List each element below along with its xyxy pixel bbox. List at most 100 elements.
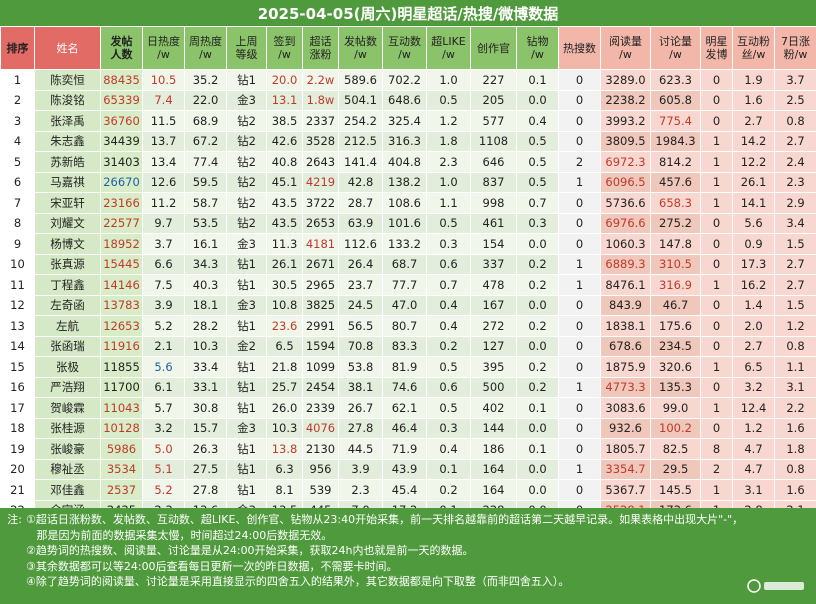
table-cell: 10.3	[184, 335, 227, 357]
table-cell: 14.1	[732, 192, 775, 214]
table-cell: 8476.1	[600, 274, 651, 296]
name-cell: 宋亚轩	[34, 192, 101, 214]
table-row: 16 严浩翔 11700 6.1 33.1 钻1 25.7 2454 38.1 74.6 0.6 50…	[0, 376, 816, 398]
table-cell: 26670	[100, 171, 143, 193]
table-cell: 5.7	[142, 397, 185, 419]
table-row: 3 张泽禹 36760 11.5 68.9 钻2 38.5 2337 254.2 325.4 1.2…	[0, 110, 816, 132]
table-cell: 0	[700, 294, 733, 316]
table-cell: 53.5	[184, 212, 227, 234]
table-cell: 钻2	[226, 130, 267, 152]
footnote-label	[0, 559, 26, 575]
table-cell: 539	[302, 479, 339, 501]
table-cell: 6.5	[732, 356, 775, 378]
table-cell: 67.2	[184, 130, 227, 152]
table-cell: 金3	[226, 89, 267, 111]
table-cell: 1838.1	[600, 315, 651, 337]
table-row: 1 陈奕恒 88435 10.5 35.2 钻1 20.0 2.2w 589.6 702.2 1.0…	[0, 69, 816, 91]
table-cell: 0.6	[426, 376, 471, 398]
table-cell: 金3	[226, 417, 267, 439]
table-cell: 1.4	[732, 294, 775, 316]
table-cell: 65339	[100, 89, 143, 111]
table-cell: 钻2	[226, 212, 267, 234]
table-cell: 1.6	[732, 89, 775, 111]
table-cell: 10.3	[266, 417, 303, 439]
table-cell: 3	[0, 110, 35, 132]
table-cell: 0	[558, 130, 601, 152]
table-cell: 0.2	[426, 335, 471, 357]
table-row: 6 马嘉祺 26670 12.6 59.5 钻2 45.1 4219 42.8 138.2 1.0 8…	[0, 171, 816, 193]
table-cell: 0.1	[516, 438, 559, 460]
table-cell: 16	[0, 376, 35, 398]
table-cell: 2.0	[732, 315, 775, 337]
table-cell: 26.0	[266, 397, 303, 419]
table-cell: 34439	[100, 130, 143, 152]
table-cell: 43.9	[382, 458, 427, 480]
table-cell: 34.3	[184, 253, 227, 275]
data-table: 排序 姓名 发帖 人数 日热度 /w 周热度 /w 上周 等级 签到 /w 超话 涨粉 发帖数 …	[0, 26, 816, 521]
table-cell: 44.5	[338, 438, 383, 460]
footnote-label: 注:	[7, 513, 22, 526]
table-cell: 0	[558, 315, 601, 337]
table-cell: 钻1	[226, 274, 267, 296]
table-cell: 10128	[100, 417, 143, 439]
table-cell: 0.2	[516, 376, 559, 398]
table-cell: 0	[558, 356, 601, 378]
table-cell: 0.4	[426, 294, 471, 316]
table-cell: 10.5	[142, 69, 185, 91]
table-cell: 1	[700, 192, 733, 214]
table-cell: 28.2	[184, 315, 227, 337]
table-cell: 43.5	[266, 192, 303, 214]
table-cell: 3534	[100, 458, 143, 480]
name-cell: 刘耀文	[34, 212, 101, 234]
table-cell: 36760	[100, 110, 143, 132]
table-cell: 11.5	[142, 110, 185, 132]
table-cell: 0	[558, 438, 601, 460]
table-cell: 27.8	[338, 417, 383, 439]
table-cell: 24.5	[338, 294, 383, 316]
table-cell: 5.1	[142, 458, 185, 480]
table-cell: 20	[0, 458, 35, 480]
table-cell: 钻2	[226, 110, 267, 132]
table-cell: 钻1	[226, 479, 267, 501]
table-cell: 395	[470, 356, 517, 378]
table-row: 17 贺峻霖 11043 5.7 30.8 钻1 26.0 2339 26.7 62.1 0.5 40…	[0, 397, 816, 419]
table-cell: 461	[470, 212, 517, 234]
table-cell: 0.0	[516, 335, 559, 357]
table-cell: 0.5	[516, 151, 559, 173]
table-cell: 0	[700, 233, 733, 255]
table-cell: 14146	[100, 274, 143, 296]
table-cell: 0	[700, 253, 733, 275]
page-title: 2025-04-05(周六)明星超话/热搜/微博数据	[0, 0, 816, 26]
table-cell: 3993.2	[600, 110, 651, 132]
column-header: 发帖 人数	[100, 26, 143, 70]
table-cell: 3.7	[774, 69, 816, 91]
table-cell: 1	[700, 479, 733, 501]
table-cell: 2238.2	[600, 89, 651, 111]
table-cell: 42.6	[266, 130, 303, 152]
table-cell: 1108	[470, 130, 517, 152]
table-row: 8 刘耀文 22577 9.7 53.5 钻2 43.5 2653 63.9 101.6 0.5 46…	[0, 212, 816, 234]
table-cell: 4773.3	[600, 376, 651, 398]
table-cell: 1.8	[426, 130, 471, 152]
footnote-item: ②趋势词的热搜数、阅读量、讨论量是从24:00开始采集，获取24h内也就是前一天…	[0, 543, 816, 559]
table-cell: 11043	[100, 397, 143, 419]
table-row: 12 左奇函 13783 3.9 18.1 金3 10.8 3825 24.5 47.0 0.4 16…	[0, 294, 816, 316]
table-cell: 金3	[226, 233, 267, 255]
name-cell: 严浩翔	[34, 376, 101, 398]
table-cell: 45.4	[382, 479, 427, 501]
table-cell: 0.0	[516, 294, 559, 316]
table-cell: 46.7	[650, 294, 701, 316]
table-cell: 5.6	[732, 212, 775, 234]
table-cell: 605.8	[650, 89, 701, 111]
table-cell: 0.4	[426, 315, 471, 337]
table-cell: 101.6	[382, 212, 427, 234]
table-cell: 58.7	[184, 192, 227, 214]
table-row: 14 张函瑞 11916 2.1 10.3 金2 6.5 1594 70.8 83.3 0.2 127…	[0, 335, 816, 357]
table-cell: 38.1	[338, 376, 383, 398]
table-cell: 56.5	[338, 315, 383, 337]
table-cell: 13783	[100, 294, 143, 316]
table-cell: 2	[700, 458, 733, 480]
table-cell: 13.8	[266, 438, 303, 460]
table-cell: 775.4	[650, 110, 701, 132]
table-cell: 26.7	[338, 397, 383, 419]
